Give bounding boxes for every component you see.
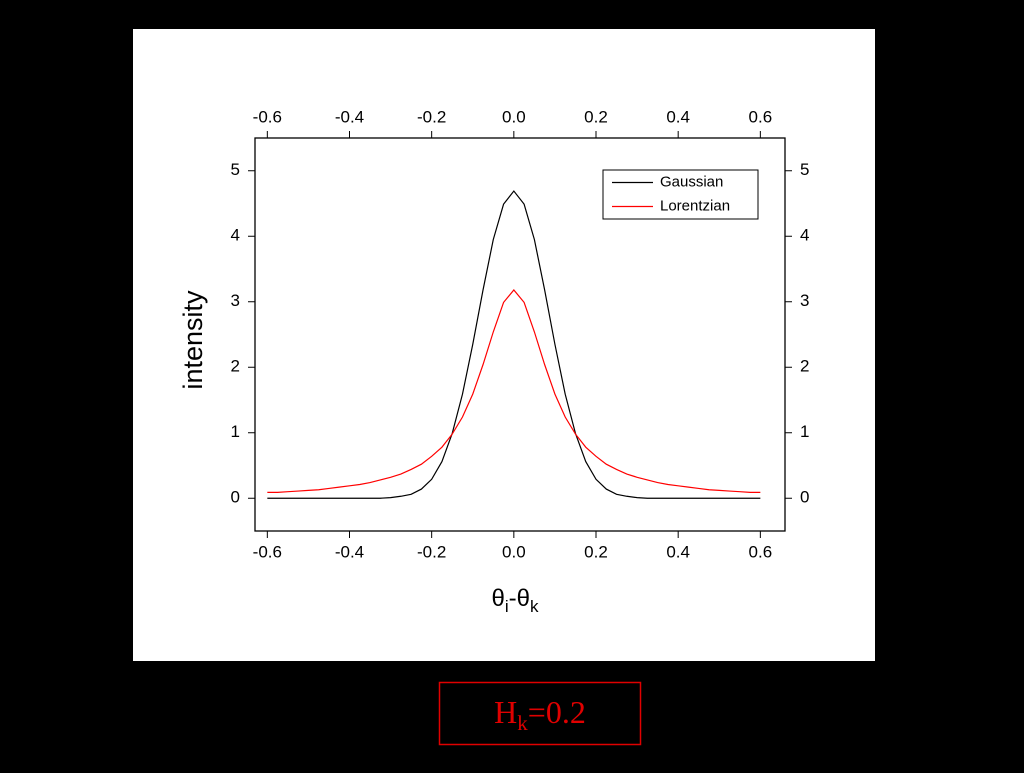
y-tick-label-right: 3 [800, 291, 809, 310]
x-axis-label-part: θ [492, 585, 505, 612]
legend-label: Gaussian [660, 173, 723, 190]
x-tick-label: -0.6 [253, 542, 282, 561]
y-tick-label-right: 2 [800, 357, 809, 376]
caption-rest: =0.2 [528, 694, 586, 730]
x-tick-label-top: -0.4 [335, 107, 364, 126]
y-tick-label: 0 [231, 488, 240, 507]
x-axis-label: θi-θk [492, 585, 539, 616]
x-tick-label-top: 0.2 [584, 107, 608, 126]
y-tick-label: 4 [231, 226, 240, 245]
x-tick-label-top: 0.6 [749, 107, 773, 126]
legend-box [602, 169, 759, 220]
y-tick-label: 1 [231, 422, 240, 441]
y-tick-label-right: 0 [800, 488, 809, 507]
legend-label: Lorentzian [660, 197, 730, 214]
x-tick-label: -0.2 [417, 542, 446, 561]
x-tick-label: 0.2 [584, 542, 608, 561]
y-tick-label-right: 1 [800, 422, 809, 441]
x-tick-label-top: -0.2 [417, 107, 446, 126]
chart: -0.6 -0.6 -0.4 -0.4 -0.2 -0.2 0.0 0.0 0.2 0.2 0.4 0… [178, 107, 809, 734]
caption-box [438, 681, 642, 746]
x-axis-label-subscript: i [505, 597, 509, 616]
x-tick-label: 0.6 [749, 542, 773, 561]
x-tick-label-top: 0.0 [502, 107, 526, 126]
x-axis-label-part: -θ [509, 585, 530, 612]
y-tick-label-right: 5 [800, 160, 809, 179]
caption-subscript: k [517, 711, 528, 735]
x-tick-label-top: -0.6 [253, 107, 282, 126]
y-tick-label-right: 4 [800, 226, 809, 245]
series-line [267, 289, 761, 493]
chart-panel [133, 29, 875, 661]
y-tick-label: 5 [231, 160, 240, 179]
x-tick-label: 0.0 [502, 542, 526, 561]
caption: Hk=0.2 [494, 694, 586, 734]
series-line [267, 190, 761, 499]
x-tick-label-top: 0.4 [666, 107, 690, 126]
y-axis-label: intensity [178, 290, 208, 390]
x-tick-label: -0.4 [335, 542, 364, 561]
y-tick-label: 3 [231, 291, 240, 310]
y-tick-label: 2 [231, 357, 240, 376]
x-tick-label: 0.4 [666, 542, 690, 561]
plot-frame [254, 137, 786, 532]
caption-main: H [494, 694, 517, 730]
x-axis-label-subscript: k [530, 597, 539, 616]
